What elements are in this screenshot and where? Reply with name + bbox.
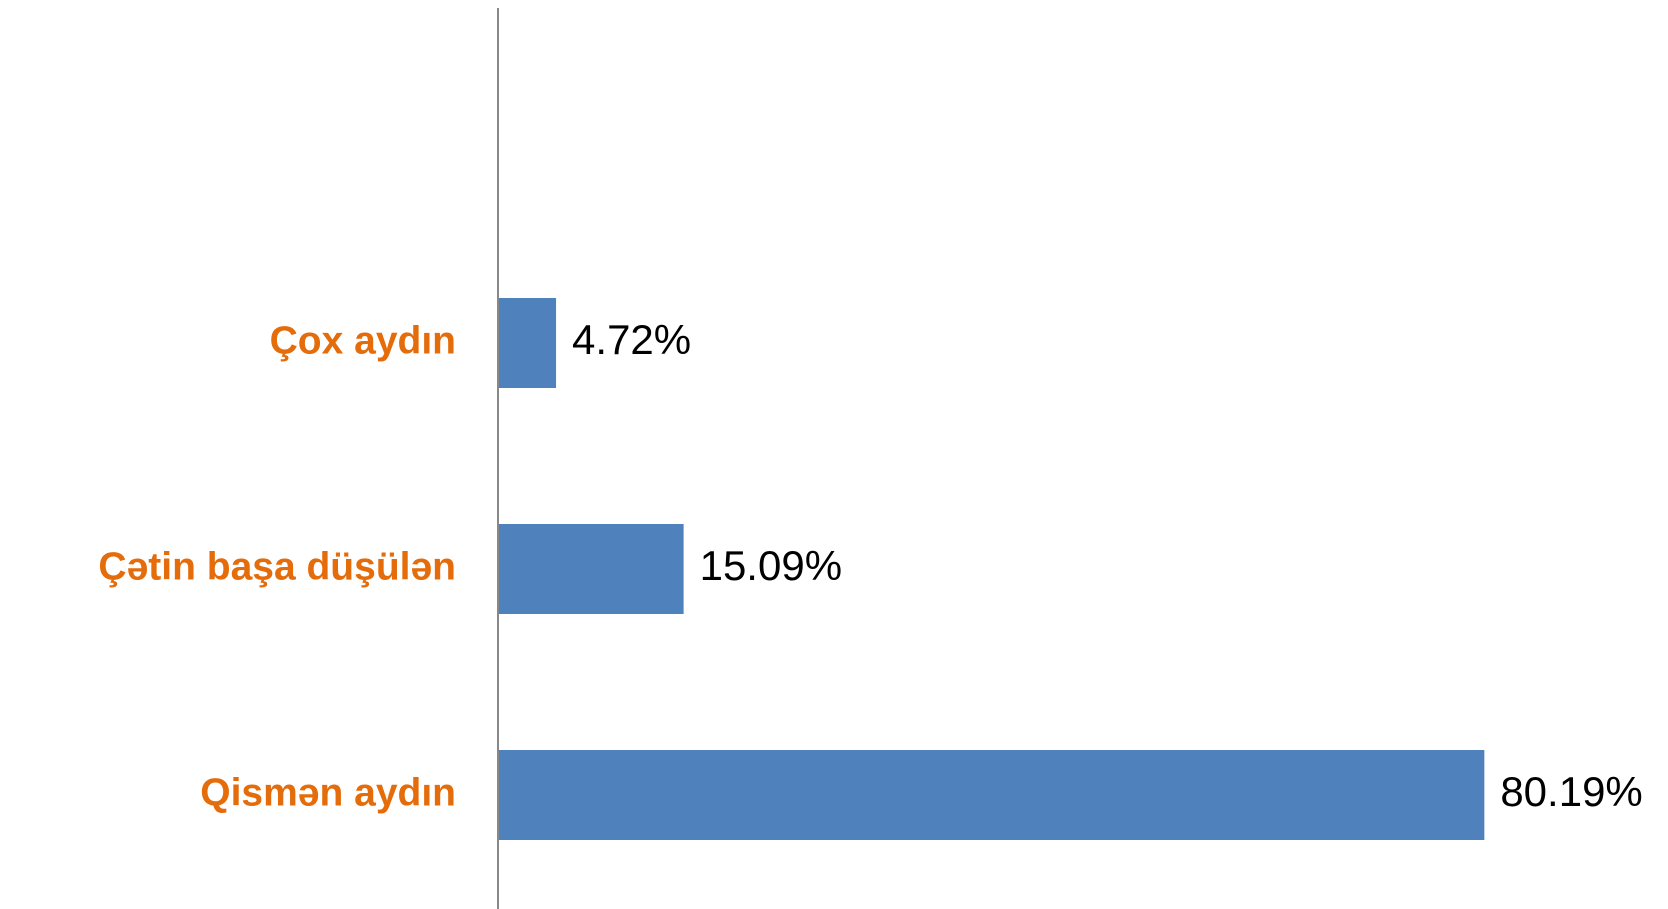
category-label: Çox aydın	[270, 319, 456, 362]
value-label: 15.09%	[700, 542, 842, 589]
bar	[498, 524, 684, 614]
value-label: 4.72%	[572, 316, 691, 363]
category-label: Qismən aydın	[200, 771, 456, 814]
value-label: 80.19%	[1500, 768, 1642, 815]
category-label: Çətin başa düşülən	[98, 545, 456, 588]
bar	[498, 750, 1485, 840]
bar	[498, 298, 557, 388]
